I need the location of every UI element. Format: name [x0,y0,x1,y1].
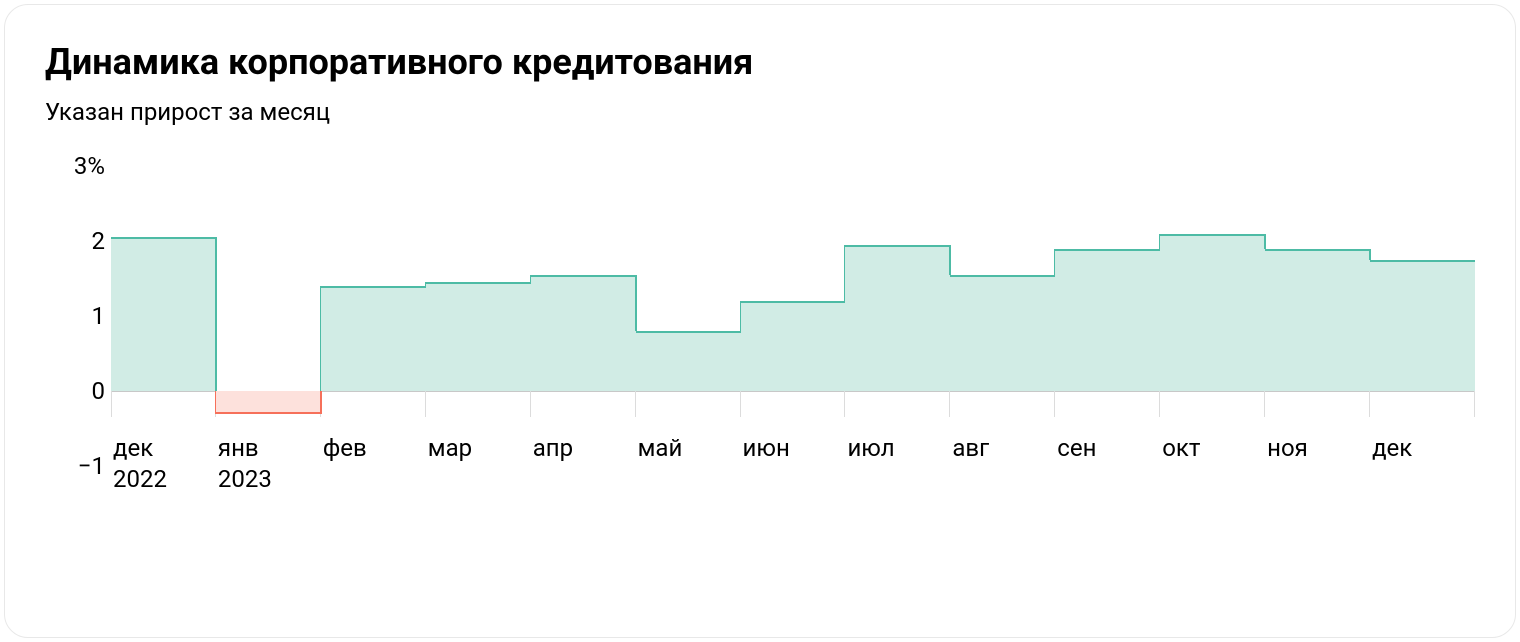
bar [1370,260,1475,391]
bar-slot [531,166,636,466]
step-connector [320,391,322,414]
x-month-label: апр [533,433,636,464]
y-tick-label: 0 [92,377,106,405]
bar-slot [1160,166,1265,466]
bar-slot [426,166,531,466]
bar-slot [216,166,321,466]
bar [531,275,636,391]
x-tick-label: дек2022 [111,433,216,495]
x-tick-label: июн [741,433,846,495]
x-tick-label: ноя [1265,433,1370,495]
x-month-label: дек [1372,433,1475,464]
x-tick-label: окт [1160,433,1265,495]
chart-card: Динамика корпоративного кредитования Ука… [4,4,1516,638]
x-axis-labels: дек2022янв2023февмарапрмайиюниюлавгсенок… [111,433,1475,495]
x-year-label: 2022 [113,464,216,495]
bar-slot [845,166,950,466]
bars-container [111,166,1475,466]
bar [111,237,216,391]
x-month-label: фев [323,433,426,464]
step-connector [635,275,637,331]
bar-slot [1055,166,1160,466]
bar [1055,249,1160,392]
y-tick-label: −1 [78,452,105,480]
bar-slot [950,166,1055,466]
step-connector [1369,249,1371,260]
x-month-label: окт [1162,433,1265,464]
y-axis-labels: 3%210−1 [45,166,111,596]
bar-slot [1265,166,1370,466]
x-tick-label: мар [426,433,531,495]
bar [950,275,1055,391]
bar [845,245,950,391]
x-tick-label: июл [845,433,950,495]
x-month-label: ноя [1267,433,1370,464]
y-tick-label: 2 [92,227,106,255]
bar [1160,234,1265,392]
bar [216,391,321,414]
plot-area [111,166,1475,596]
x-tick-label: авг [950,433,1055,495]
bar [741,301,846,391]
x-month-label: авг [952,433,1055,464]
bar-slot [1370,166,1475,466]
x-tick-label: дек [1370,433,1475,495]
x-month-label: дек [113,433,216,464]
x-tick-label: апр [531,433,636,495]
chart-title: Динамика корпоративного кредитования [45,41,1475,84]
bar [426,282,531,391]
y-tick-label: 3% [74,152,105,180]
bar-slot [111,166,216,466]
x-tick-label: фев [321,433,426,495]
bar [321,286,426,391]
x-month-label: сен [1057,433,1160,464]
bar [1265,249,1370,392]
grid-tick [1474,391,1475,417]
x-month-label: мар [428,433,531,464]
x-month-label: май [638,433,741,464]
step-connector [1264,234,1266,249]
bar-slot [321,166,426,466]
grid-tick [111,391,112,417]
x-tick-label: сен [1055,433,1160,495]
x-month-label: июн [743,433,846,464]
x-month-label: янв [218,433,321,464]
step-connector [215,237,217,391]
x-tick-label: май [636,433,741,495]
bar-slot [636,166,741,466]
bar [636,331,741,391]
x-year-label: 2023 [218,464,321,495]
step-connector [949,245,951,275]
x-month-label: июл [847,433,950,464]
chart-subtitle: Указан прирост за месяц [45,98,1475,126]
chart-area: 3%210−1 дек2022янв2023февмарапрмайиюниюл… [45,166,1475,596]
y-tick-label: 1 [92,302,106,330]
x-tick-label: янв2023 [216,433,321,495]
bar-slot [741,166,846,466]
